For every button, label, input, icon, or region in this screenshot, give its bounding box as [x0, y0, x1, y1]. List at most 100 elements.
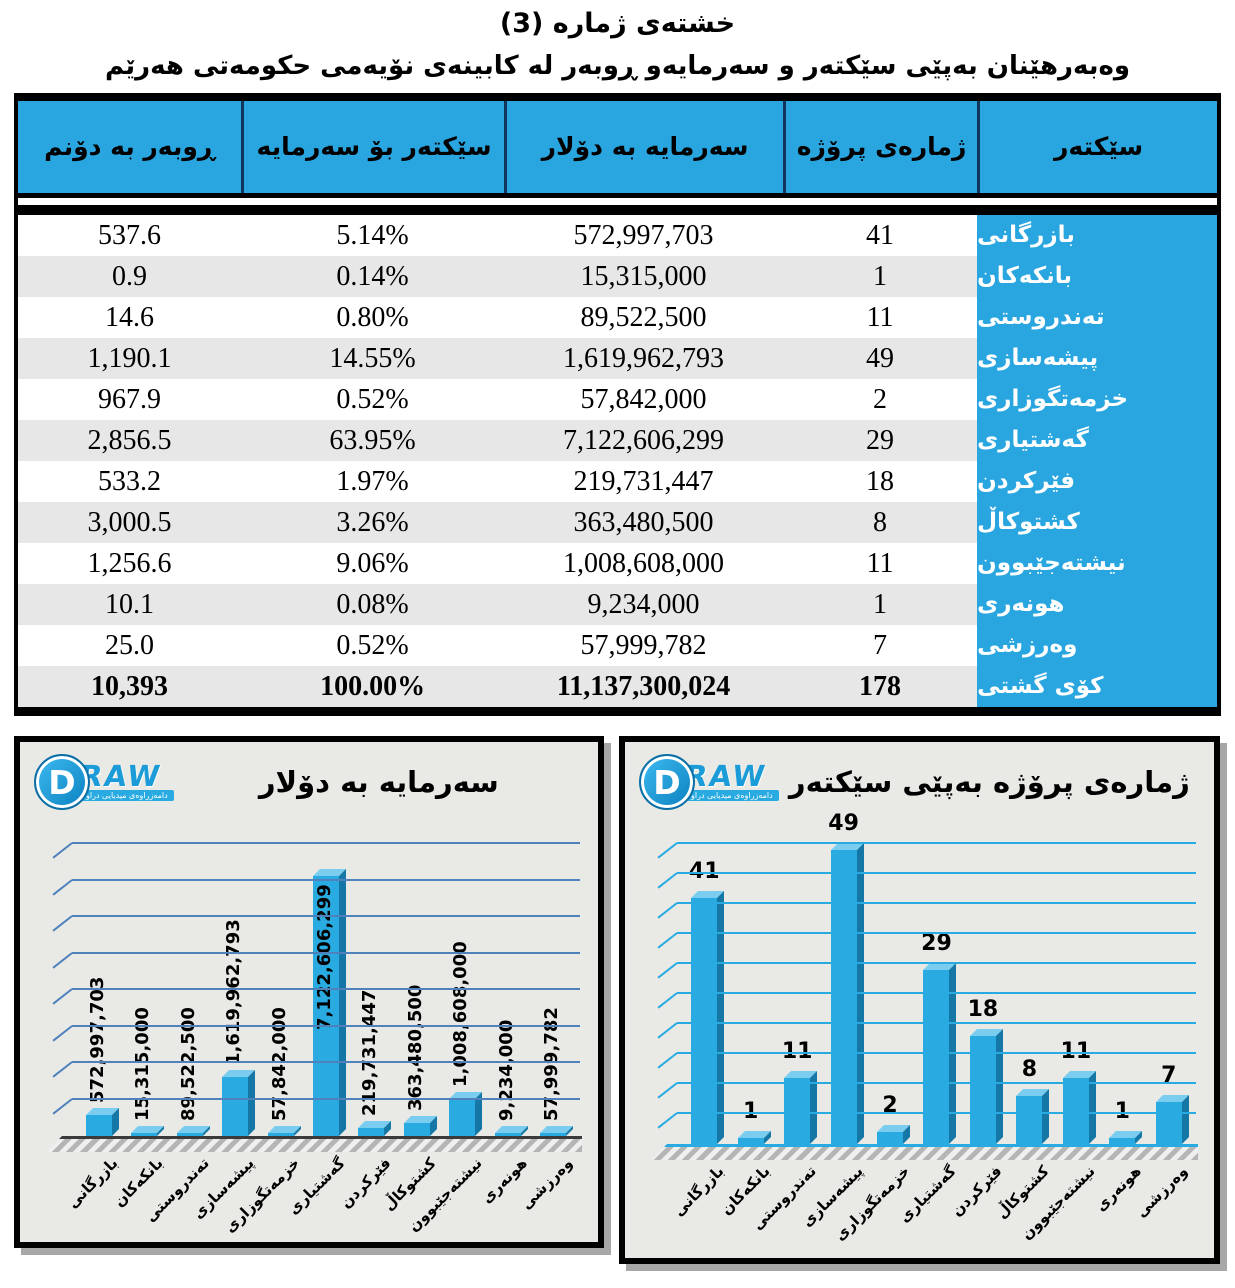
table-body: 537.6 5.14% 572,997,703 41 بازرگانی 0.9 0.14% 1… [18, 215, 1217, 707]
bar [222, 1076, 249, 1136]
bar [312, 876, 339, 1136]
draw-logo-banner: دامەزراوەی میدیایی دراو [685, 790, 779, 802]
axis-floor [651, 1144, 1198, 1160]
table-total-row: 10,393 100.00% 11,137,300,024 178 کۆی گشتی [18, 666, 1217, 707]
x-axis-slot: گەشتیاری [284, 1152, 348, 1270]
value-cell: 3.26% [336, 506, 409, 538]
value-cell: 967.9 [98, 383, 161, 415]
gridline [677, 1052, 1196, 1054]
x-axis-slot: گەشتیاری [895, 1160, 959, 1278]
x-axis-slot: نیشتەجێبوون [1017, 1160, 1099, 1278]
x-axis-slot: هونەری [478, 1152, 531, 1270]
bar [358, 1127, 385, 1136]
table-row: 3,000.5 3.26% 363,480,500 8 کشتوکاڵ [18, 502, 1217, 543]
table-row: 10.1 0.08% 9,234,000 1 هونەری [18, 584, 1217, 625]
draw-logo-name: RAW [77, 758, 164, 793]
column-header-area: ڕوبەر بە دۆنم [44, 131, 215, 161]
bar-slot: 219,731,447 [349, 844, 394, 1136]
table-row: 1,256.6 9.06% 1,008,608,000 11 نیشتەجێبوون [18, 543, 1217, 584]
value-cell: 14.6 [105, 301, 154, 333]
value-cell: 1 [873, 260, 888, 292]
bar-slot: 41 [681, 844, 727, 1144]
value-cell: 49 [866, 342, 895, 374]
value-cell: 537.6 [98, 219, 161, 251]
page-title: خشتەی ژمارە (3) [499, 8, 736, 39]
bar-slot: 57,999,782 [531, 844, 576, 1136]
value-cell: 11 [866, 547, 894, 579]
value-cell: 1.97% [336, 465, 409, 497]
value-cell: 41 [866, 219, 895, 251]
bar [85, 1115, 112, 1136]
gridline [72, 842, 580, 844]
x-axis-label: بازرگانی [669, 1162, 727, 1220]
draw-logo-d-icon: D [34, 754, 90, 810]
bar-value-label: 18 [967, 997, 999, 1022]
bar-value-label: 9,234,000 [495, 1019, 517, 1121]
gridline [677, 932, 1196, 934]
value-cell: 572,997,703 [573, 219, 714, 251]
bar [784, 1078, 811, 1144]
bar [494, 1133, 521, 1136]
bar-value-label: 29 [921, 931, 952, 956]
x-axis-slot: بازرگانی [669, 1160, 727, 1278]
chart-projects-xaxis: بازرگانی بانکەکان تەندروستی پیشەسازی خزمەتگو… [669, 1160, 1192, 1278]
bar-slot: 11 [1053, 844, 1099, 1144]
column-header-percent: سێکتەر بۆ سەرمایە [241, 101, 504, 193]
bar-slot: 18 [960, 844, 1006, 1144]
chart-capital-title: سەرمایە بە دۆلار [258, 765, 499, 799]
bar-value-label: 7 [1161, 1063, 1177, 1088]
gridline [72, 915, 580, 917]
table-row: 2,856.5 63.95% 7,122,606,299 29 گەشتیاری [18, 420, 1217, 461]
gridline [677, 992, 1196, 994]
draw-logo-text: RAW دامەزراوەی میدیایی دراو [682, 758, 779, 802]
x-axis-slot: فێرکردن [948, 1160, 1006, 1278]
value-cell: 1 [873, 588, 888, 620]
bar-slot: 29 [913, 844, 959, 1144]
value-cell: 10,393 [91, 670, 168, 702]
chart-capital: D RAW دامەزراوەی میدیایی دراو سەرمایە بە… [14, 736, 604, 1248]
table-row: 533.2 1.97% 219,731,447 18 فێرکردن [18, 461, 1217, 502]
draw-logo-name: RAW [682, 758, 769, 793]
value-cell: 0.08% [336, 588, 409, 620]
bar [877, 1132, 904, 1144]
x-axis-slot: وەرزشی [517, 1152, 576, 1270]
gridline [677, 1112, 1196, 1114]
gridline [72, 1097, 580, 1100]
column-header-capital: سەرمایە بە دۆلار [504, 101, 783, 193]
value-cell: 29 [866, 424, 895, 456]
sector-cell: خزمەتگوزاری [977, 379, 1217, 420]
x-axis-label: بازرگانی [63, 1154, 122, 1212]
value-cell: 1,190.1 [87, 342, 172, 374]
bar-slot: 15,315,000 [121, 844, 166, 1136]
value-cell: 1,008,608,000 [563, 547, 725, 579]
value-cell: 9,234,000 [587, 588, 700, 620]
value-cell: 15,315,000 [580, 260, 707, 292]
bar-slot: 7 [1146, 844, 1192, 1144]
x-axis-slot: وەرزشی [1133, 1160, 1192, 1278]
chart-capital-bars: 572,997,703 15,315,000 89,522,500 1,619,962… [76, 844, 576, 1136]
chart-projects-plot: 41111492291881117 [651, 811, 1198, 1160]
gridline [677, 1022, 1196, 1024]
investment-table: ڕوبەر بە دۆنم سێکتەر بۆ سەرمایە سەرمایە … [14, 93, 1221, 716]
bar-value-label: 7,122,606,299 [313, 884, 335, 1031]
chart-projects-title: ژمارەی پرۆژە بەپێی سێکتەر [788, 765, 1190, 799]
bar-slot: 2 [867, 844, 913, 1144]
chart-capital-header: D RAW دامەزراوەی میدیایی دراو سەرمایە بە… [20, 742, 598, 812]
sector-cell: نیشتەجێبوون [977, 543, 1217, 584]
bar-slot: 9,234,000 [485, 844, 530, 1136]
table-row: 537.6 5.14% 572,997,703 41 بازرگانی [18, 215, 1217, 256]
bar-slot: 363,480,500 [394, 844, 439, 1136]
axis-floor [46, 1136, 582, 1152]
value-cell: 11 [866, 301, 894, 333]
bar [1016, 1096, 1043, 1144]
bar-slot: 1 [1099, 844, 1145, 1144]
gridline [677, 1082, 1196, 1084]
value-cell: 100.00% [320, 670, 426, 702]
gridline [72, 1024, 580, 1027]
bar-value-label: 2 [882, 1093, 898, 1118]
value-cell: 0.52% [336, 629, 409, 661]
gridline [72, 988, 580, 990]
bar-slot: 1,008,608,000 [440, 844, 485, 1136]
x-axis-slot: هونەری [1092, 1160, 1145, 1278]
bar-slot: 572,997,703 [76, 844, 121, 1136]
